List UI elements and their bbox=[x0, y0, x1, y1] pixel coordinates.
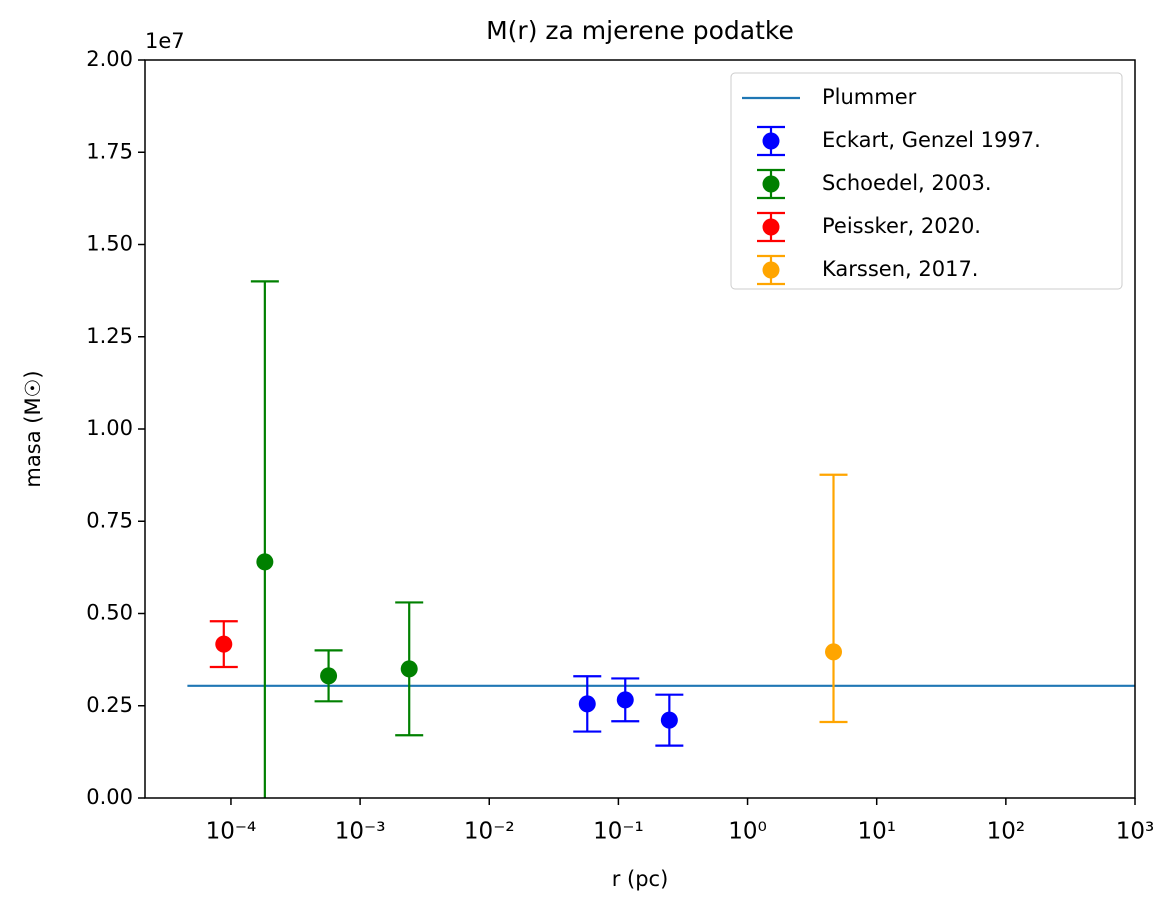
x-tick-label: 10⁻⁴ bbox=[206, 819, 257, 845]
chart-title: M(r) za mjerene podatke bbox=[486, 16, 794, 45]
x-tick-label: 10² bbox=[987, 819, 1026, 845]
legend-label: Peissker, 2020. bbox=[822, 214, 981, 238]
y-tick-label: 0.00 bbox=[86, 785, 133, 809]
y-axis-label: masa (M☉) bbox=[21, 370, 45, 487]
point bbox=[660, 711, 678, 729]
point bbox=[578, 695, 596, 713]
legend-label: Karssen, 2017. bbox=[822, 257, 979, 281]
y-tick-label: 1.00 bbox=[86, 416, 133, 440]
plot-area bbox=[187, 280, 1135, 798]
x-tick-label: 10⁻² bbox=[464, 819, 515, 845]
legend-label: Plummer bbox=[822, 85, 917, 109]
legend-swatch bbox=[762, 261, 780, 279]
point bbox=[320, 667, 338, 685]
y-tick-label: 2.00 bbox=[86, 47, 133, 71]
point bbox=[256, 553, 274, 571]
y-tick-label: 1.75 bbox=[86, 139, 133, 163]
legend-swatch bbox=[762, 132, 780, 150]
point bbox=[400, 660, 418, 678]
point bbox=[215, 635, 233, 653]
x-tick-label: 10⁰ bbox=[728, 819, 767, 845]
point bbox=[825, 643, 843, 661]
y-tick-label: 0.50 bbox=[86, 601, 133, 625]
y-tick-label: 0.25 bbox=[86, 693, 133, 717]
x-tick-label: 10¹ bbox=[857, 819, 896, 845]
x-axis-label: r (pc) bbox=[612, 867, 669, 891]
x-tick-label: 10⁻³ bbox=[335, 819, 386, 845]
x-tick-label: 10³ bbox=[1116, 819, 1155, 845]
y-offset-label: 1e7 bbox=[145, 29, 185, 53]
legend-label: Eckart, Genzel 1997. bbox=[822, 128, 1041, 152]
legend-swatch bbox=[762, 175, 780, 193]
y-tick-label: 0.75 bbox=[86, 508, 133, 532]
x-tick-label: 10⁻¹ bbox=[593, 819, 644, 845]
legend-swatch bbox=[762, 218, 780, 236]
y-tick-label: 1.50 bbox=[86, 232, 133, 256]
point bbox=[616, 691, 634, 709]
y-tick-label: 1.25 bbox=[86, 324, 133, 348]
legend bbox=[730, 72, 1123, 290]
legend-label: Schoedel, 2003. bbox=[822, 171, 992, 195]
